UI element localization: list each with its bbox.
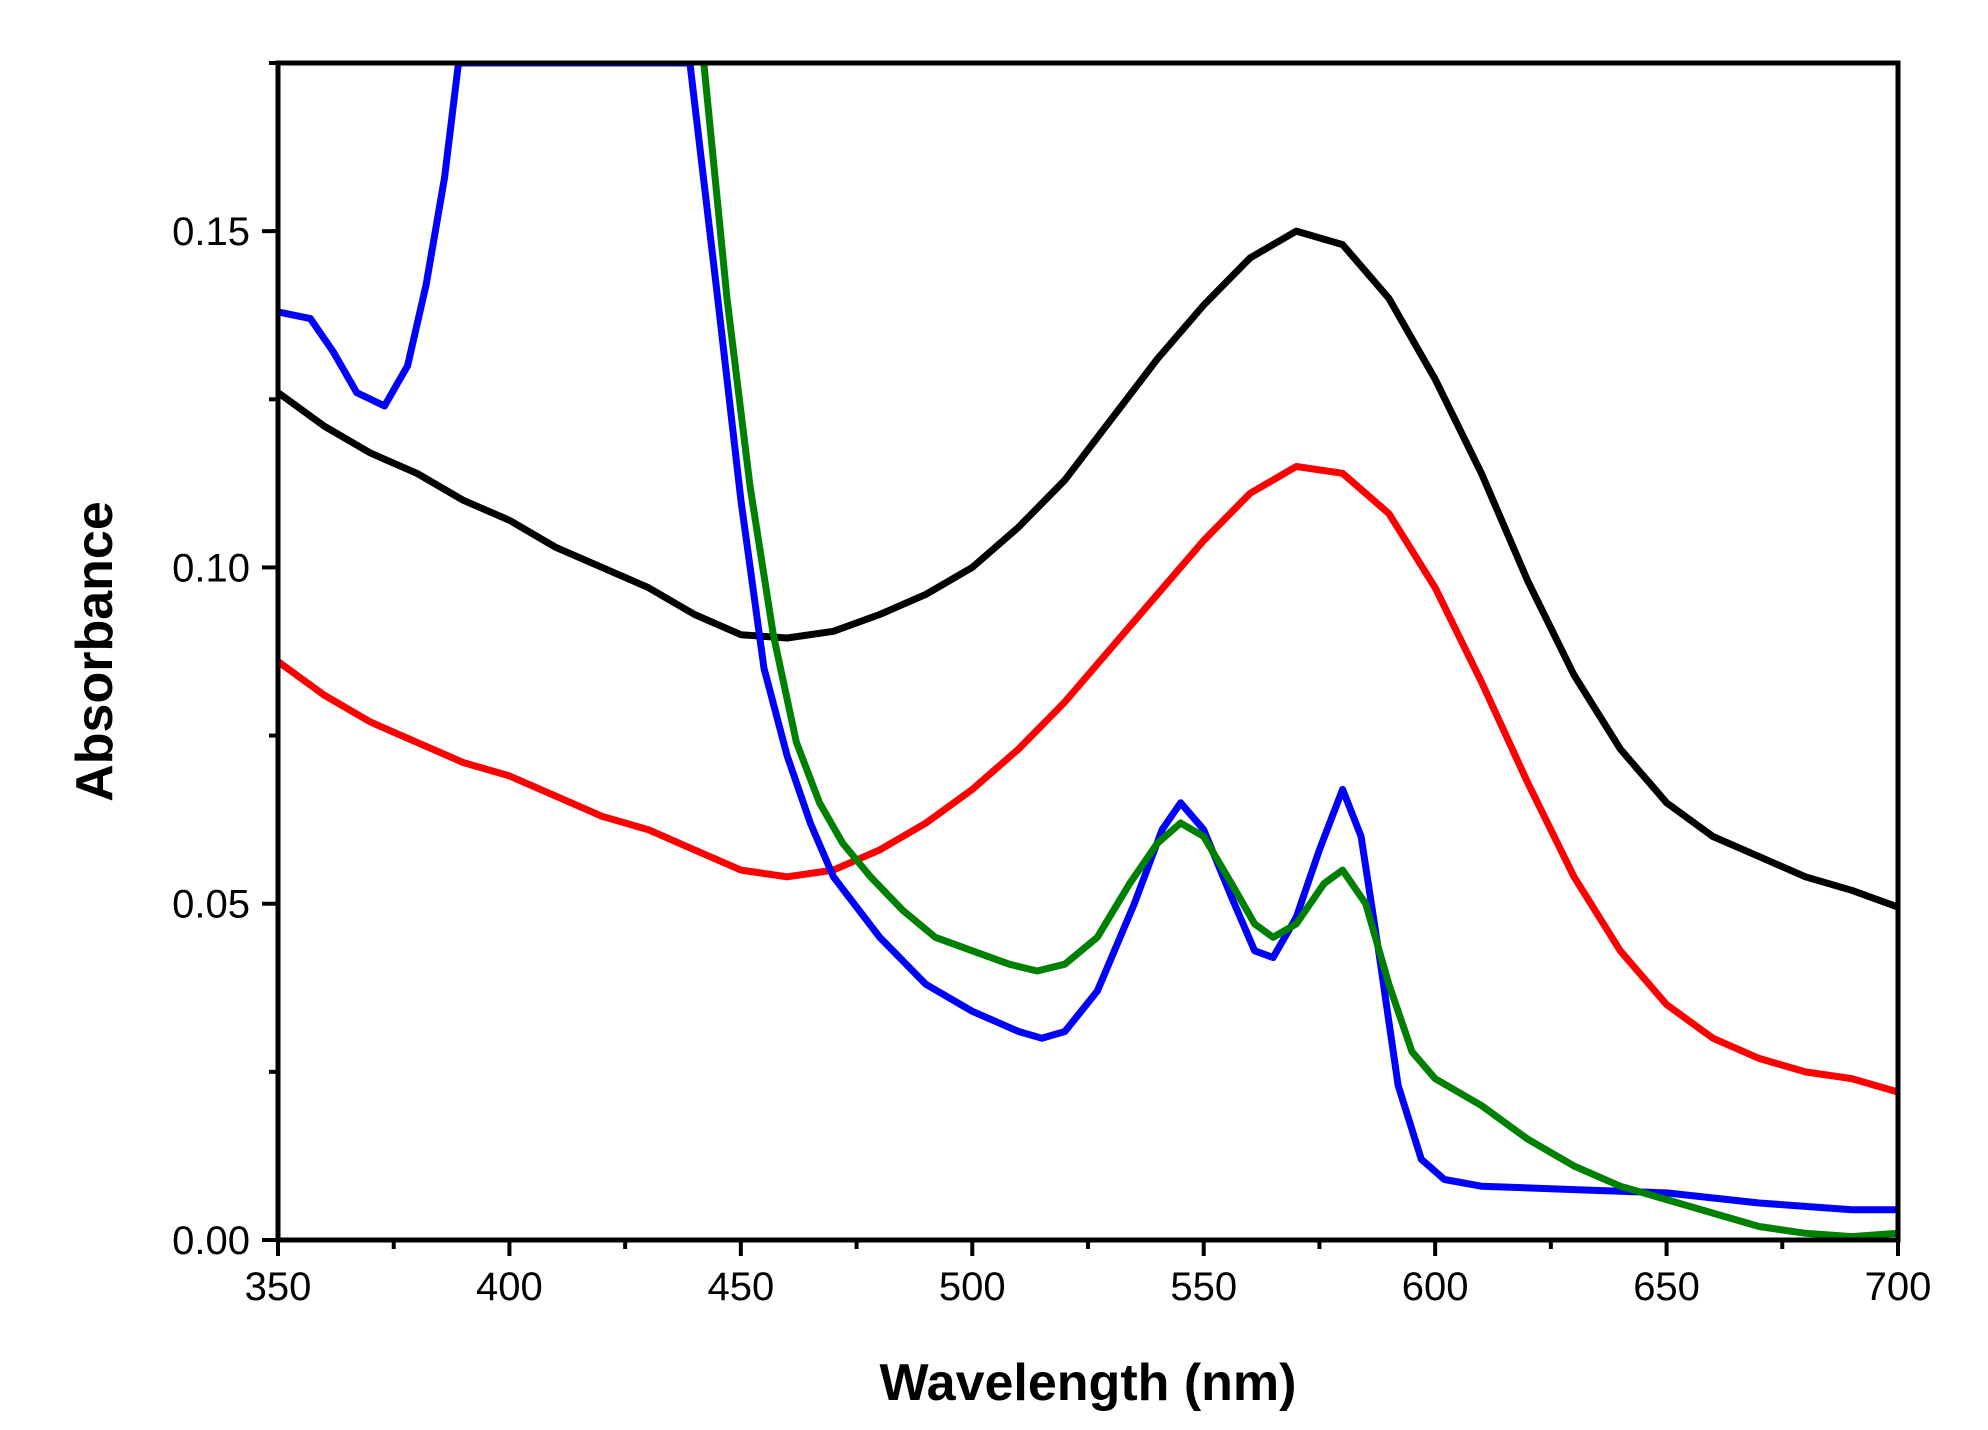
plot-frame — [275, 60, 1901, 1243]
x-tick-label: 650 — [1633, 1265, 1700, 1309]
y-tick-label: 0.15 — [172, 210, 250, 254]
x-tick-label: 600 — [1402, 1265, 1469, 1309]
x-tick-label: 700 — [1865, 1265, 1932, 1309]
x-tick-label: 550 — [1170, 1265, 1237, 1309]
y-tick-label: 0.05 — [172, 883, 250, 927]
y-axis-title: Absorbance — [66, 501, 124, 802]
x-tick-label: 500 — [939, 1265, 1006, 1309]
series-line-green — [700, 63, 1898, 1240]
x-axis-ticks: 350 400 450 500 550 600 650 700 — [245, 1240, 1932, 1309]
x-tick-label: 450 — [707, 1265, 774, 1309]
x-tick-label: 350 — [245, 1265, 312, 1309]
y-tick-label: 0.10 — [172, 546, 250, 590]
y-tick-label: 0.00 — [172, 1219, 250, 1263]
y-axis-ticks: 0.00 0.05 0.10 0.15 — [172, 61, 278, 1263]
series-line-blue — [278, 63, 1898, 1214]
series-layer — [278, 63, 1898, 1240]
series-line-black — [278, 227, 1898, 911]
series-line-red — [278, 463, 1898, 1096]
x-axis-title: Wavelength (nm) — [880, 1354, 1297, 1412]
x-tick-label: 400 — [476, 1265, 543, 1309]
